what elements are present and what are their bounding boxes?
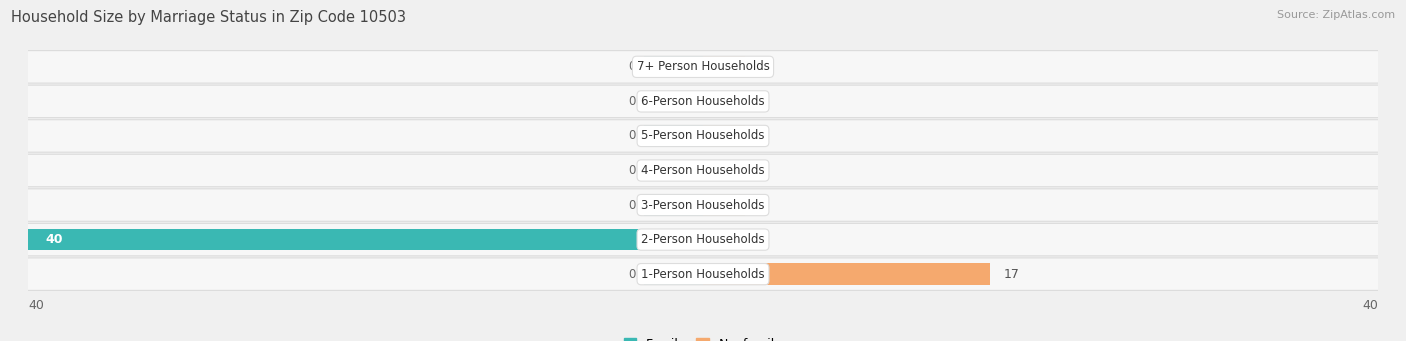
- Text: 6-Person Households: 6-Person Households: [641, 95, 765, 108]
- Text: 0: 0: [628, 130, 636, 143]
- FancyBboxPatch shape: [27, 120, 1379, 152]
- Text: 7+ Person Households: 7+ Person Households: [637, 60, 769, 73]
- Bar: [703, 91, 745, 112]
- Text: 0: 0: [754, 130, 761, 143]
- Text: Household Size by Marriage Status in Zip Code 10503: Household Size by Marriage Status in Zip…: [11, 10, 406, 25]
- Bar: [644, 264, 703, 285]
- Text: 0: 0: [754, 95, 761, 108]
- Text: Source: ZipAtlas.com: Source: ZipAtlas.com: [1277, 10, 1395, 20]
- FancyBboxPatch shape: [27, 258, 1379, 291]
- Bar: [703, 194, 745, 216]
- Bar: [644, 125, 703, 147]
- Text: 40: 40: [28, 299, 44, 312]
- Text: 0: 0: [628, 60, 636, 73]
- Bar: [644, 194, 703, 216]
- Text: 0: 0: [628, 268, 636, 281]
- Text: 4-Person Households: 4-Person Households: [641, 164, 765, 177]
- Text: 0: 0: [754, 198, 761, 211]
- Text: 0: 0: [754, 233, 761, 246]
- Text: 17: 17: [1004, 268, 1019, 281]
- Bar: [644, 91, 703, 112]
- Text: 2-Person Households: 2-Person Households: [641, 233, 765, 246]
- FancyBboxPatch shape: [27, 223, 1379, 256]
- Bar: [644, 56, 703, 77]
- Bar: [703, 125, 745, 147]
- FancyBboxPatch shape: [27, 154, 1379, 187]
- Text: 0: 0: [754, 60, 761, 73]
- Bar: [703, 264, 990, 285]
- FancyBboxPatch shape: [27, 50, 1379, 83]
- Text: 3-Person Households: 3-Person Households: [641, 198, 765, 211]
- FancyBboxPatch shape: [27, 189, 1379, 221]
- Bar: [703, 229, 745, 250]
- Text: 40: 40: [1362, 299, 1378, 312]
- Bar: [703, 56, 745, 77]
- Text: 40: 40: [45, 233, 62, 246]
- Text: 0: 0: [754, 164, 761, 177]
- Bar: [28, 229, 703, 250]
- Text: 0: 0: [628, 164, 636, 177]
- Text: 1-Person Households: 1-Person Households: [641, 268, 765, 281]
- Text: 5-Person Households: 5-Person Households: [641, 130, 765, 143]
- Text: 0: 0: [628, 198, 636, 211]
- Legend: Family, Nonfamily: Family, Nonfamily: [624, 338, 782, 341]
- Bar: [644, 160, 703, 181]
- Bar: [703, 160, 745, 181]
- Text: 0: 0: [628, 95, 636, 108]
- FancyBboxPatch shape: [27, 85, 1379, 118]
